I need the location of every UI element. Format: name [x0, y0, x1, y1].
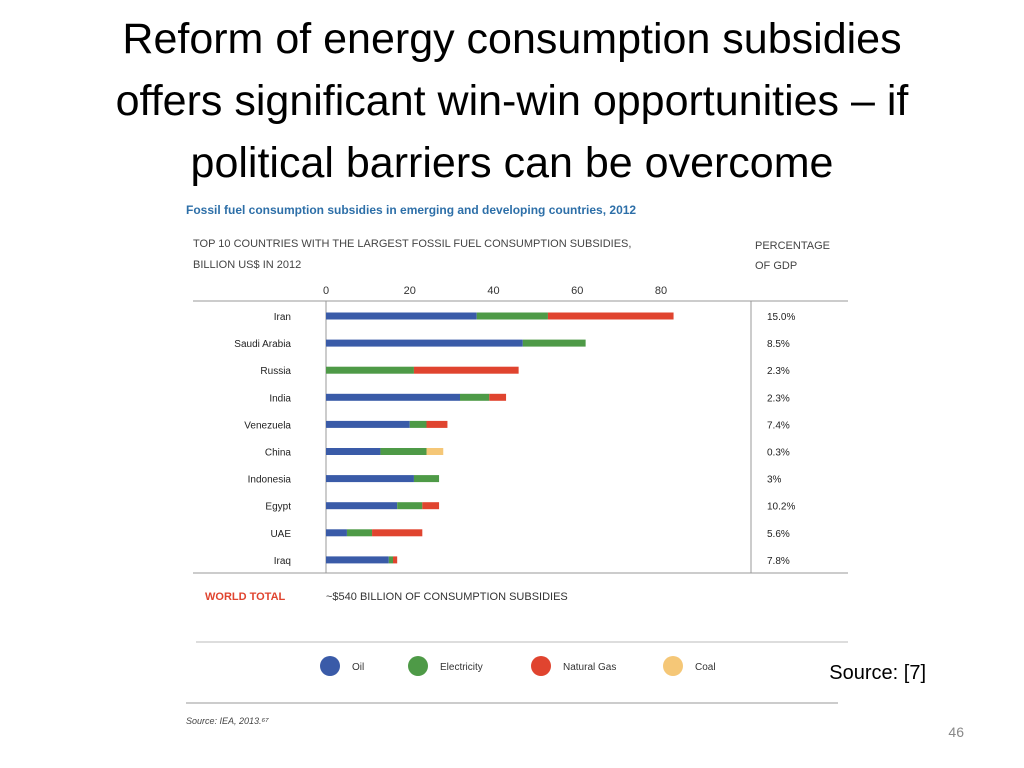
bar-segment: [388, 556, 393, 564]
bar-segment: [326, 312, 477, 320]
bar-segment: [326, 556, 389, 564]
gdp-value: 2.3%: [767, 366, 790, 377]
legend-label: Coal: [695, 662, 716, 673]
page-number: 46: [948, 724, 964, 740]
bar-segment: [522, 339, 586, 347]
category-label: Indonesia: [248, 475, 292, 486]
category-label: Iran: [274, 312, 291, 323]
chart-title: Fossil fuel consumption subsidies in eme…: [186, 203, 636, 217]
world-total-label: WORLD TOTAL: [205, 591, 286, 603]
bar-segment: [326, 393, 460, 401]
chart-source: Source: IEA, 2013.⁶⁷: [186, 716, 269, 726]
bar-segment: [460, 393, 490, 401]
category-label: Saudi Arabia: [234, 339, 291, 350]
gdp-header: PERCENTAGE: [755, 240, 830, 252]
legend-label: Oil: [352, 662, 364, 673]
bar-segment: [326, 420, 410, 428]
gdp-value: 10.2%: [767, 502, 795, 513]
gdp-value: 3%: [767, 475, 782, 486]
legend-swatch: [408, 656, 428, 676]
gdp-value: 5.6%: [767, 529, 790, 540]
legend-swatch: [320, 656, 340, 676]
category-label: Egypt: [265, 502, 291, 513]
category-label: Venezuela: [244, 420, 291, 431]
category-label: UAE: [270, 529, 291, 540]
bar-segment: [372, 529, 423, 537]
slide-title-line: Reform of energy consumption subsidies: [122, 15, 902, 63]
bar-segment: [409, 420, 427, 428]
bar-segment: [326, 448, 381, 455]
bar-segment: [422, 502, 440, 510]
bar-segment: [426, 420, 448, 428]
gdp-header: OF GDP: [755, 260, 797, 272]
legend-swatch: [531, 656, 551, 676]
x-tick-label: 80: [655, 285, 667, 297]
bar-segment: [547, 312, 674, 320]
x-tick-label: 60: [571, 285, 583, 297]
world-total-value: ~$540 BILLION OF CONSUMPTION SUBSIDIES: [326, 591, 568, 603]
legend-label: Natural Gas: [563, 662, 616, 673]
gdp-value: 7.8%: [767, 556, 790, 567]
bar-segment: [326, 475, 414, 483]
bar-segment: [393, 556, 398, 564]
x-axis-ticks: 0 20 40 60 80: [323, 285, 667, 297]
bar-segment: [326, 529, 347, 537]
bar-segment: [476, 312, 548, 320]
chart-legend: Oil Electricity Natural Gas Coal: [320, 656, 716, 676]
gdp-value: 8.5%: [767, 339, 790, 350]
chart-subtitle: TOP 10 COUNTRIES WITH THE LARGEST FOSSIL…: [193, 238, 631, 250]
gdp-value: 2.3%: [767, 393, 790, 404]
gdp-value: 15.0%: [767, 312, 795, 323]
bar-segment: [413, 475, 440, 483]
source-note: Source: [7]: [829, 662, 926, 684]
gdp-value: 7.4%: [767, 420, 790, 431]
category-label: China: [265, 448, 292, 459]
bar-segment: [489, 393, 507, 401]
slide-title-line: offers significant win-win opportunities…: [115, 77, 909, 125]
bar-segment: [426, 448, 444, 455]
bar-segment: [413, 366, 519, 374]
category-label: Russia: [260, 366, 291, 377]
bar-segment: [326, 366, 414, 374]
legend-label: Electricity: [440, 662, 483, 673]
bar-group: Iran 15.0% Saudi Arabia 8.5% Russia 2.3% India…: [234, 312, 795, 567]
slide-title-line: political barriers can be overcome: [190, 139, 834, 187]
x-tick-label: 40: [487, 285, 499, 297]
legend-swatch: [663, 656, 683, 676]
x-tick-label: 20: [404, 285, 416, 297]
category-label: Iraq: [274, 556, 291, 567]
bar-segment: [326, 502, 398, 510]
bar-segment: [326, 339, 523, 347]
x-tick-label: 0: [323, 285, 329, 297]
slide-title: Reform of energy consumption subsidies o…: [20, 8, 1004, 194]
bar-segment: [380, 448, 427, 455]
bar-segment: [346, 529, 373, 537]
gdp-value: 0.3%: [767, 448, 790, 459]
chart-subtitle: BILLION US$ IN 2012: [193, 259, 301, 271]
category-label: India: [269, 393, 291, 404]
bar-segment: [397, 502, 423, 510]
